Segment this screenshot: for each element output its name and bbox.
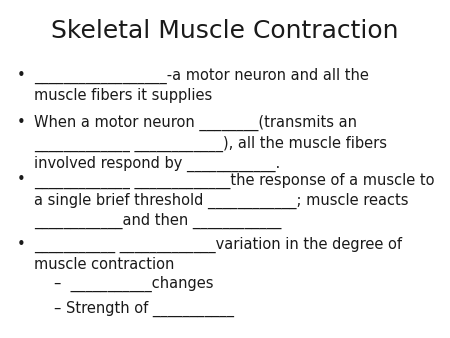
Text: •: • <box>17 172 26 187</box>
Text: _____________ _____________the response of a muscle to
a single brief threshold : _____________ _____________the response … <box>34 172 434 230</box>
Text: –  ___________changes: – ___________changes <box>54 275 213 292</box>
Text: – Strength of ___________: – Strength of ___________ <box>54 301 234 317</box>
Text: •: • <box>17 115 26 130</box>
Text: •: • <box>17 68 26 82</box>
Text: __________________-a motor neuron and all the
muscle fibers it supplies: __________________-a motor neuron and al… <box>34 68 369 103</box>
Text: •: • <box>17 237 26 251</box>
Text: ___________ _____________variation in the degree of
muscle contraction: ___________ _____________variation in th… <box>34 237 402 272</box>
Text: Skeletal Muscle Contraction: Skeletal Muscle Contraction <box>51 19 399 43</box>
Text: When a motor neuron ________(transmits an
_____________ ____________), all the m: When a motor neuron ________(transmits a… <box>34 115 387 172</box>
